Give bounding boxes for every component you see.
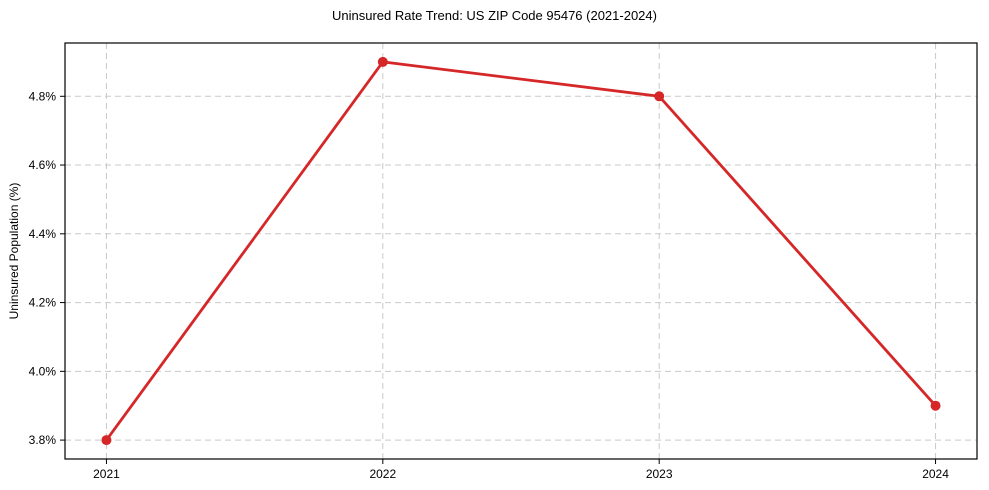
y-tick-label: 4.8%: [29, 89, 57, 103]
chart-title: Uninsured Rate Trend: US ZIP Code 95476 …: [332, 8, 657, 23]
y-tick-label: 4.6%: [29, 158, 57, 172]
x-tick-label: 2022: [369, 467, 396, 481]
data-point-2024: [930, 400, 941, 411]
data-point-2022: [377, 56, 388, 67]
x-tick-label: 2024: [922, 467, 949, 481]
plot-border: [64, 42, 978, 460]
data-point-2021: [101, 435, 112, 446]
y-tick-label: 4.2%: [29, 296, 57, 310]
y-tick-label: 3.8%: [29, 433, 57, 447]
trend-line: [105, 60, 937, 442]
data-point-2023: [654, 91, 665, 102]
x-tick-label: 2023: [646, 467, 673, 481]
y-tick-label: 4.4%: [29, 227, 57, 241]
y-tick-label: 4.0%: [29, 364, 57, 378]
x-tick-label: 2021: [93, 467, 120, 481]
